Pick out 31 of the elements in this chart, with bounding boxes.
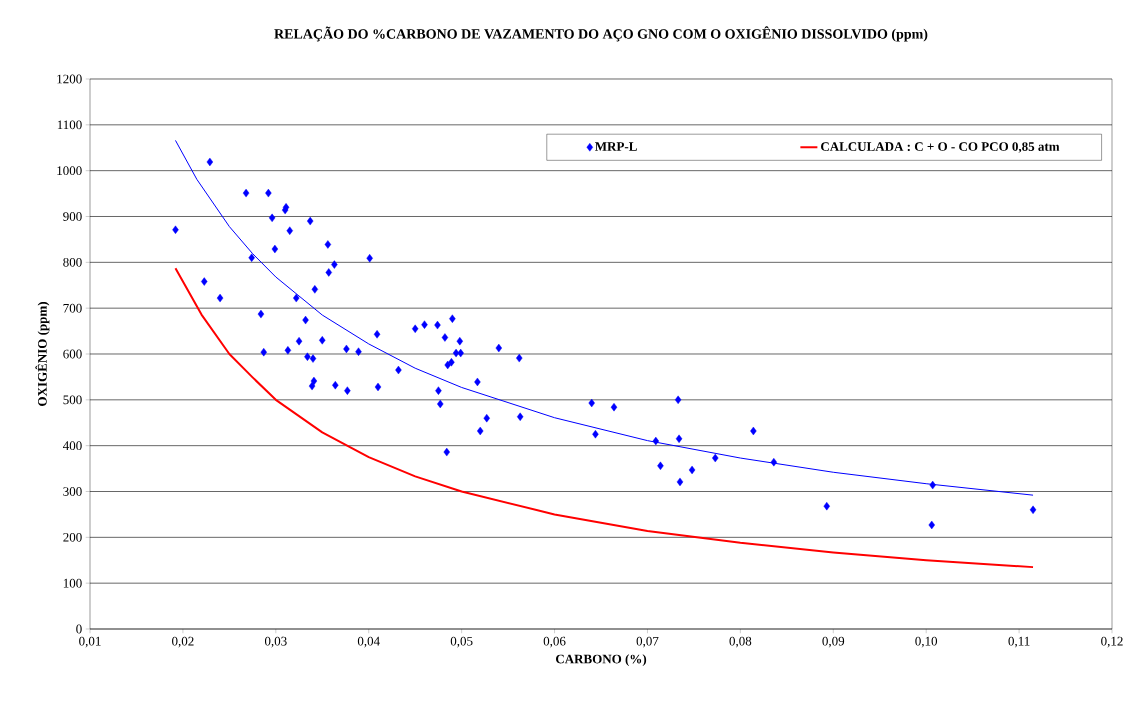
x-tick-label: 0,12	[1101, 636, 1123, 648]
x-tick-label: 0,07	[636, 636, 659, 648]
y-tick-label: 600	[63, 349, 82, 359]
x-tick-label: 0,02	[172, 636, 194, 648]
legend-label: CALCULADA : C + O - CO PCO 0,85 atm	[821, 142, 1060, 153]
y-tick-label: 0	[76, 624, 82, 634]
y-tick-label: 1200	[57, 74, 82, 84]
x-tick-label: 0,10	[915, 636, 938, 648]
x-tick-label: 0,06	[543, 636, 566, 648]
y-tick-label: 400	[62, 441, 82, 451]
y-axis-title: OXIGÊNIO (ppm)	[35, 302, 50, 406]
y-tick-label: 100	[63, 578, 82, 588]
y-tick-label: 800	[63, 257, 82, 267]
x-tick-label: 0,11	[1008, 636, 1030, 648]
y-tick-label: 500	[63, 395, 82, 405]
y-tick-label: 300	[63, 487, 82, 496]
line-series	[174, 267, 1035, 569]
y-tick-label: 1100	[57, 120, 82, 130]
x-tick-label: 0,01	[79, 636, 101, 648]
y-tick-label: 700	[63, 303, 82, 313]
x-tick-label: 0,05	[450, 636, 473, 648]
x-tick-label: 0,09	[822, 636, 845, 648]
y-tick-label: 200	[63, 532, 82, 542]
y-tick-label: 1000	[57, 166, 82, 176]
x-tick-label: 0,08	[729, 636, 752, 648]
x-tick-label: 0,04	[357, 636, 380, 648]
x-tick-label: 0,03	[264, 636, 287, 648]
legend-label: MRP-L	[595, 142, 637, 151]
y-tick-label: 900	[63, 212, 82, 221]
x-axis-title: CARBONO (%)	[555, 654, 647, 667]
chart-title: RELAÇÃO DO %CARBONO DE VAZAMENTO DO AÇO GNO COM O OXIGÊNIO DISSOLVIDO (ppm)	[274, 26, 928, 42]
